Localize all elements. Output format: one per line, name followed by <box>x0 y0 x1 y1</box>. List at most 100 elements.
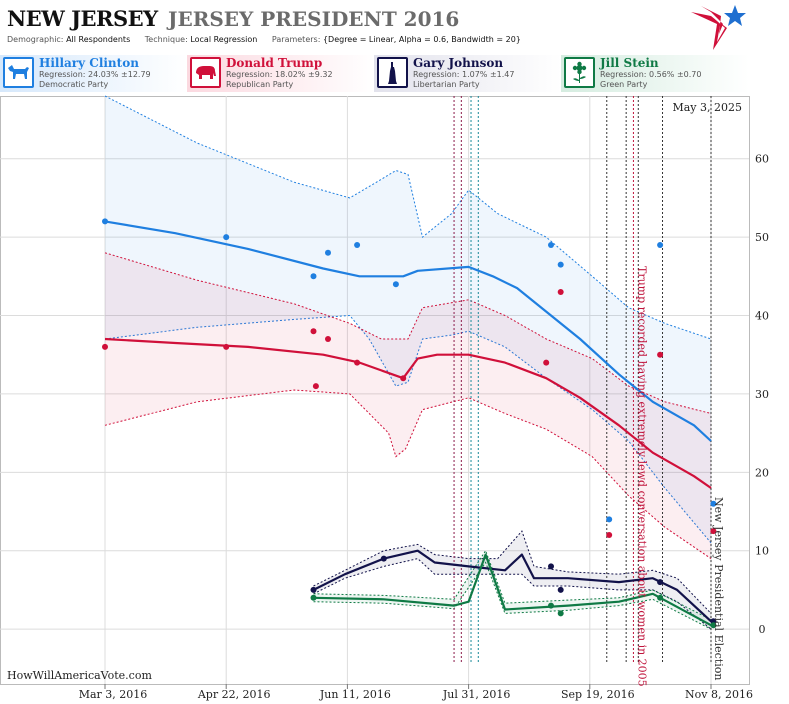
band-upper-bound <box>313 549 712 621</box>
y-tick-label: 40 <box>755 310 769 323</box>
poll-point <box>310 328 317 335</box>
candidate-legend: Hillary Clinton Regression: 24.03% ±12.7… <box>0 55 789 93</box>
band-upper-bound <box>313 530 712 614</box>
poll-point <box>548 242 554 248</box>
poll-point <box>606 532 613 538</box>
annotation-election-day: New Jersey Presidential Election <box>712 497 725 680</box>
y-tick-label: 60 <box>755 153 769 166</box>
demographic-label: Demographic: <box>7 35 64 44</box>
poll-point <box>354 359 361 366</box>
candidate-regression: Regression: 0.56% ±0.70 <box>600 70 702 79</box>
candidate-regression: Regression: 18.02% ±9.32 <box>226 70 333 79</box>
poll-point <box>557 586 564 593</box>
confidence-band <box>105 252 711 559</box>
poll-point <box>223 343 230 350</box>
parameters-value: {Degree = Linear, Alpha = 0.6, Bandwidth… <box>322 35 521 44</box>
trend-line <box>313 549 712 623</box>
trend-lines <box>104 220 712 627</box>
candidate-party: Republican Party <box>226 80 294 89</box>
liberty-statue-icon <box>377 57 408 88</box>
poll-point <box>557 289 564 295</box>
watermark: HowWillAmericaVote.com <box>7 669 152 682</box>
parameters-line: Demographic: All Respondents Technique: … <box>7 35 533 44</box>
confidence-band <box>313 550 711 630</box>
candidate-name: Hillary Clinton <box>39 56 139 70</box>
candidate-name: Gary Johnson <box>413 56 504 70</box>
y-tick-label: 10 <box>755 545 769 558</box>
poll-points <box>102 218 717 629</box>
donkey-icon <box>3 57 34 88</box>
y-tick-label: 50 <box>755 231 769 244</box>
event-lines <box>453 96 712 662</box>
poll-point <box>548 602 554 609</box>
trend-line <box>313 553 712 627</box>
candidate-card-johnson[interactable]: Gary Johnson Regression: 1.07% ±1.47 Lib… <box>374 55 562 92</box>
x-tick-label: Jul 31, 2016 <box>442 688 511 701</box>
parameters-label: Parameters: <box>271 35 321 44</box>
poll-point <box>657 594 664 601</box>
candidate-party: Democratic Party <box>39 80 109 89</box>
poll-point <box>310 594 317 601</box>
poll-point <box>223 234 230 241</box>
poll-point <box>657 242 664 248</box>
star-flag-logo-icon[interactable] <box>687 2 751 52</box>
x-tick-label: Jun 11, 2016 <box>319 688 391 701</box>
poll-point <box>657 351 664 358</box>
x-tick-label: Mar 3, 2016 <box>79 688 148 701</box>
band-lower-bound <box>104 314 712 544</box>
candidate-card-trump[interactable]: Donald Trump Regression: 18.02% ±9.32 Re… <box>187 55 375 92</box>
poll-point <box>380 555 387 562</box>
poll-point <box>606 516 613 523</box>
grid <box>0 96 750 685</box>
poll-point <box>710 528 717 535</box>
poll-point <box>102 218 108 225</box>
technique-label: Technique: <box>144 35 188 44</box>
poll-point <box>312 383 319 390</box>
candidate-party: Green Party <box>600 80 648 89</box>
candidate-name: Jill Stein <box>600 56 659 70</box>
candidate-party: Libertarian Party <box>413 80 480 89</box>
poll-point <box>710 500 717 507</box>
candidate-name: Donald Trump <box>226 56 323 70</box>
band-upper-bound <box>104 252 712 414</box>
poll-point <box>102 343 108 350</box>
poll-point <box>400 375 407 382</box>
candidate-card-clinton[interactable]: Hillary Clinton Regression: 24.03% ±12.7… <box>0 55 188 92</box>
candidate-card-stein[interactable]: Jill Stein Regression: 0.56% ±0.70 Green… <box>561 55 749 92</box>
confidence-band <box>313 531 711 630</box>
poll-point <box>710 622 717 629</box>
date-stamp: May 3, 2025 <box>672 101 742 114</box>
band-lower-bound <box>313 558 712 630</box>
chart-header: NEW JERSEY JERSEY PRESIDENT 2016 Demogra… <box>0 0 789 54</box>
poll-point <box>543 359 550 366</box>
poll-point <box>310 586 317 593</box>
flower-icon <box>564 57 595 88</box>
poll-point <box>710 618 717 625</box>
poll-point <box>392 281 399 288</box>
elephant-icon <box>190 57 221 88</box>
race-title: JERSEY PRESIDENT 2016 <box>168 7 460 31</box>
axes: 0 10 20 30 40 50 60 Mar 3, 2016 Apr 22, 2016 Jun … <box>79 153 769 701</box>
poll-point <box>557 261 564 268</box>
band-upper-bound <box>104 95 712 340</box>
state-title: NEW JERSEY <box>7 6 158 31</box>
y-tick-label: 30 <box>755 388 769 401</box>
candidate-regression: Regression: 1.07% ±1.47 <box>413 70 515 79</box>
poll-point <box>325 249 331 256</box>
poll-point <box>657 579 664 586</box>
y-tick-label: 0 <box>759 623 766 636</box>
poll-point <box>354 242 361 248</box>
band-lower-bound <box>313 561 712 630</box>
confidence-band <box>105 96 711 543</box>
demographic-value: All Respondents <box>66 35 131 44</box>
poll-point <box>548 563 554 570</box>
trend-line <box>104 337 712 489</box>
annotation-trump-tape: Trump recorded having extremely lewd con… <box>635 266 648 687</box>
x-tick-label: Apr 22, 2016 <box>197 688 271 701</box>
trend-line <box>104 220 712 442</box>
confidence-bands <box>104 95 712 630</box>
band-lower-bound <box>104 389 712 560</box>
plot-frame <box>0 96 750 685</box>
technique-value: Local Regression <box>190 35 258 44</box>
